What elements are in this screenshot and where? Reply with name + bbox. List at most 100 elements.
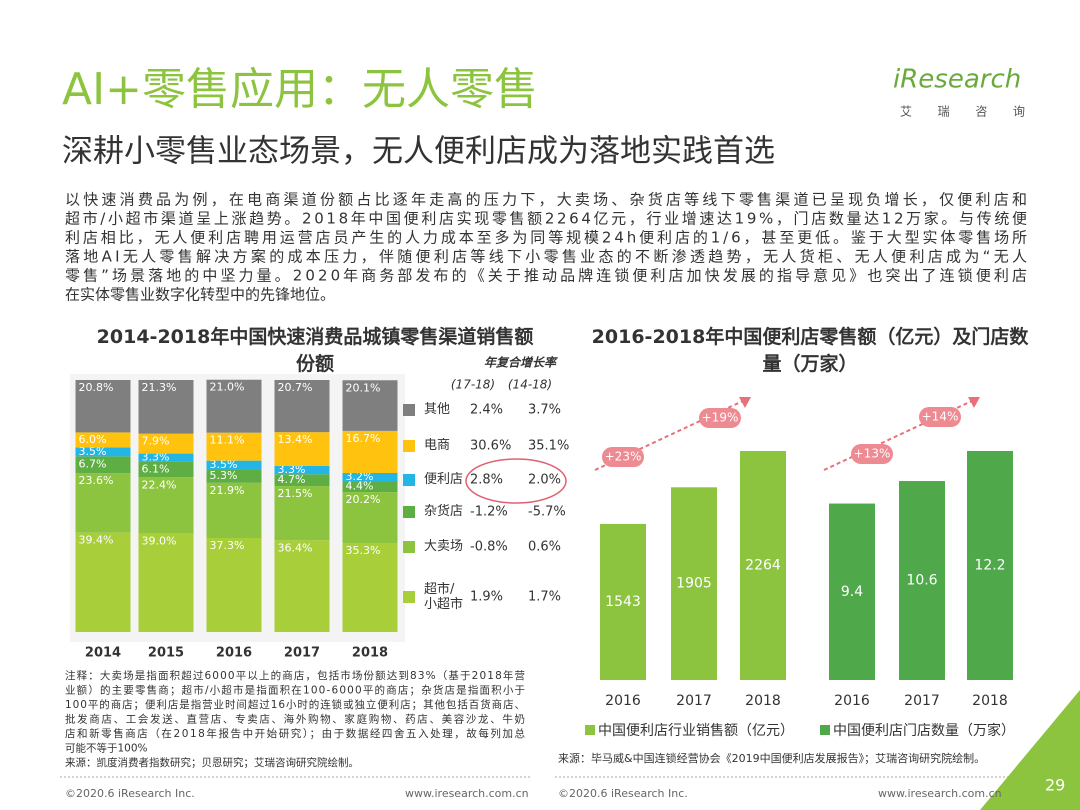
- annotation-bg: [602, 447, 644, 467]
- bar-segment: [206, 379, 262, 433]
- bar-segment: [206, 432, 262, 461]
- annotation: +23%: [605, 450, 642, 464]
- value-label: 13.4%: [278, 433, 313, 446]
- paragraph-line: 零售”场景落地的中坚力量。2020年商务部发布的《关于推动品牌连锁便利店加快发展…: [65, 267, 1027, 285]
- title: AI+零售应用：无人零售: [62, 64, 538, 115]
- legend-swatch: [585, 725, 595, 735]
- bar-segment: [274, 465, 330, 475]
- x-tick-label: 2017: [284, 646, 320, 661]
- arrow-head: [968, 397, 980, 408]
- corner: [980, 690, 1080, 810]
- legend-swatch: [403, 506, 415, 518]
- arrow-head: [739, 397, 751, 408]
- legend-swatch: [403, 541, 415, 553]
- note-line: 注释：大卖场是指面积超过6000平以上的商店，包括市场份额达到83%（基于201…: [65, 669, 525, 682]
- value-label: 1543: [605, 594, 641, 610]
- page-number: 29: [1045, 776, 1065, 795]
- legend-header: 年复合增长率: [484, 356, 558, 370]
- x-tick-label: 2016: [834, 693, 870, 709]
- paragraph-line: 落地AI无人零售解决方案的成本压力，伴随便利店等线下小零售业态的不断渗透趋势，无…: [65, 248, 1027, 266]
- cagr-value: -0.8%: [470, 540, 508, 555]
- legend-label-box: 杂货店: [424, 504, 463, 519]
- value-label: 3.5%: [79, 445, 107, 458]
- value-label: 35.3%: [346, 544, 381, 557]
- legend-swatch: [403, 440, 415, 452]
- bar-segment: [342, 472, 398, 482]
- bar: [899, 481, 945, 680]
- legend-label: 电商: [424, 438, 451, 453]
- value-label: 22.4%: [142, 478, 177, 491]
- bar-segment: [342, 430, 398, 473]
- source: 来源：毕马威&中国连锁经营协会《2019中国便利店发展报告》；艾瑞咨询研究院绘制…: [558, 751, 985, 765]
- value-label: 4.7%: [278, 473, 306, 486]
- chart-title: 2016-2018年中国便利店零售额（亿元）及门店数量（万家）: [591, 326, 1029, 375]
- bar-segment: [138, 453, 194, 462]
- value-label: 6.7%: [79, 457, 107, 470]
- legend-label: 大卖场: [424, 539, 464, 554]
- bar-segment: [75, 447, 131, 457]
- x-tick-label: 2017: [676, 693, 712, 709]
- bar: [967, 451, 1013, 680]
- value-label: 1905: [676, 576, 712, 592]
- bar-segment: [138, 380, 194, 434]
- value-label: 4.4%: [346, 480, 374, 493]
- logo: iResearch: [893, 65, 1021, 95]
- bar: [671, 487, 717, 680]
- x-tick-label: 2014: [85, 646, 121, 661]
- bar-segment: [342, 543, 398, 632]
- note-line: 可能不等于100%: [65, 742, 148, 755]
- cagr-value: 0.6%: [528, 540, 561, 555]
- bar-segment: [274, 432, 330, 466]
- legend-swatch: [403, 404, 415, 416]
- cagr-value: 3.7%: [528, 403, 561, 418]
- bar-segment: [138, 433, 194, 454]
- bar-segment: [206, 469, 262, 483]
- value-label: 12.2: [974, 558, 1005, 574]
- value-label: 20.1%: [346, 381, 381, 394]
- value-label: 5.3%: [210, 469, 238, 482]
- cagr-value: 1.7%: [528, 590, 561, 605]
- legend-swatch: [820, 725, 830, 735]
- cagr-value: 2.8%: [470, 473, 503, 488]
- value-label: 36.4%: [278, 541, 313, 554]
- cagr-value: 2.0%: [528, 473, 561, 488]
- chart-title-box: 2014-2018年中国快速消费品城镇零售渠道销售额份额: [97, 326, 534, 375]
- x-tick-label: 2018: [352, 646, 388, 661]
- website: www.iresearch.com.cn: [878, 787, 1002, 800]
- legend-subheader: (17-18): [451, 378, 495, 392]
- legend-label-box: 便利店: [424, 472, 463, 487]
- value-label: 10.6: [906, 573, 937, 589]
- note-line: 店和新零售商店（在2018年报告中开始研究）；由于数据经四舍五入处理，故每列加总: [65, 727, 526, 740]
- legend-label: 其他: [424, 402, 451, 417]
- chart-title-box: 2016-2018年中国便利店零售额（亿元）及门店数量（万家）: [591, 326, 1029, 375]
- legend-label: 中国便利店行业销售额（亿元）: [598, 723, 794, 739]
- paragraph-line: 以快速消费品为例，在电商渠道份额占比逐年走高的压力下，大卖场、杂货店等线下零售渠…: [65, 191, 1027, 209]
- bar-segment: [75, 456, 131, 474]
- value-label: 16.7%: [346, 432, 381, 445]
- bar-segment: [206, 538, 262, 632]
- legend-label-box: 电商: [424, 438, 451, 453]
- value-label: 39.0%: [142, 535, 177, 548]
- paragraph-line: 超市/小超市渠道呈上涨趋势。2018年中国便利店实现零售额2264亿元，行业增速…: [65, 210, 1027, 228]
- website: www.iresearch.com.cn: [405, 787, 529, 800]
- value-label: 39.4%: [79, 534, 114, 547]
- note-line: 来源：凯度消费者指数研究；贝恩研究；艾瑞咨询研究院绘制。: [65, 756, 359, 769]
- bar-segment: [75, 532, 131, 632]
- bar-segment: [274, 380, 330, 433]
- x-tick-label: 2016: [605, 693, 641, 709]
- bar-segment: [138, 533, 194, 632]
- bar: [740, 451, 786, 680]
- annotation: +14%: [922, 410, 959, 424]
- x-tick-label: 2018: [745, 693, 781, 709]
- bar-segment: [75, 380, 131, 433]
- copyright: ©2020.6 iResearch Inc.: [65, 787, 195, 800]
- x-tick-label: 2018: [972, 693, 1008, 709]
- bar-segment: [75, 473, 131, 533]
- copyright: ©2020.6 iResearch Inc.: [558, 787, 688, 800]
- value-label: 21.9%: [210, 484, 245, 497]
- bar-segment: [274, 540, 330, 632]
- value-label: 21.0%: [210, 381, 245, 394]
- cagr-value: 35.1%: [528, 439, 569, 454]
- x-tick-label: 2015: [148, 646, 184, 661]
